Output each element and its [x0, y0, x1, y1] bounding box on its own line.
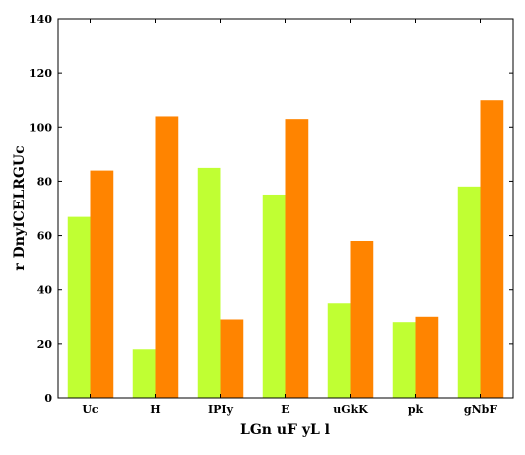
bar-series2-2 [220, 319, 244, 398]
x-tick-label: IPIy [208, 403, 234, 416]
x-tick-label: Uc [82, 403, 99, 416]
bar-series1-1 [132, 349, 156, 398]
y-tick-label: 100 [29, 121, 52, 134]
y-tick-label: 60 [37, 230, 53, 243]
y-tick-label: 120 [29, 67, 52, 80]
y-tick-label: 0 [44, 392, 52, 405]
bar-series1-6 [457, 186, 481, 398]
bar-series1-2 [197, 167, 221, 398]
bar-series2-6 [480, 100, 504, 399]
bar-series1-3 [262, 194, 286, 398]
bar-series1-4 [327, 303, 351, 398]
bar-series1-0 [67, 216, 91, 398]
y-tick-label: 40 [37, 284, 53, 297]
y-tick-label: 80 [37, 175, 53, 188]
bars-layer [67, 100, 504, 399]
y-axis-title: r DnyICELRGUc [12, 145, 28, 270]
bar-series2-1 [155, 116, 179, 399]
x-tick-label: uGkK [333, 403, 368, 416]
bar-series2-4 [350, 240, 374, 398]
x-tick-label: gNbF [464, 403, 497, 416]
y-tick-label: 20 [37, 338, 53, 351]
x-tick-label: H [150, 403, 160, 416]
bar-series2-5 [415, 316, 439, 398]
bar-series2-0 [90, 170, 114, 398]
x-axis-title: LGn uF yL l [240, 422, 330, 438]
bar-series1-5 [392, 322, 416, 398]
x-tick-label: pk [408, 403, 424, 416]
bar-series2-3 [285, 119, 309, 398]
x-tick-label: E [281, 403, 289, 416]
y-axis: 0 20 40 60 80 100 120 140 [29, 13, 513, 405]
y-tick-label: 140 [29, 13, 52, 26]
